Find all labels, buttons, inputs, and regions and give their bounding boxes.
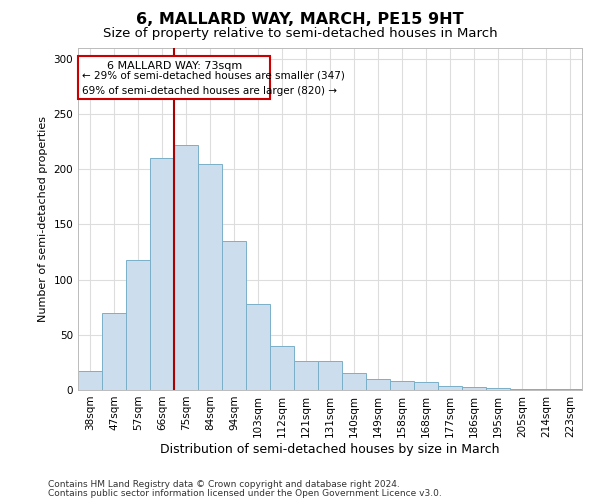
Bar [534, 389, 558, 390]
Bar [366, 379, 390, 390]
Y-axis label: Number of semi-detached properties: Number of semi-detached properties [38, 116, 48, 322]
Text: ← 29% of semi-detached houses are smaller (347): ← 29% of semi-detached houses are smalle… [82, 70, 345, 80]
Text: Contains HM Land Registry data © Crown copyright and database right 2024.: Contains HM Land Registry data © Crown c… [48, 480, 400, 489]
Bar [270, 346, 294, 390]
Bar [342, 374, 366, 390]
Bar [510, 389, 534, 390]
Bar [198, 164, 222, 390]
Bar [318, 362, 342, 390]
Text: Contains public sector information licensed under the Open Government Licence v3: Contains public sector information licen… [48, 489, 442, 498]
Bar [174, 144, 198, 390]
Bar [126, 260, 150, 390]
Bar [246, 304, 270, 390]
Bar [462, 386, 486, 390]
Text: 6 MALLARD WAY: 73sqm: 6 MALLARD WAY: 73sqm [107, 61, 242, 71]
Bar [78, 371, 102, 390]
Bar [294, 362, 318, 390]
Bar [150, 158, 174, 390]
Text: 69% of semi-detached houses are larger (820) →: 69% of semi-detached houses are larger (… [82, 86, 337, 96]
X-axis label: Distribution of semi-detached houses by size in March: Distribution of semi-detached houses by … [160, 442, 500, 456]
Bar [486, 388, 510, 390]
Bar [438, 386, 462, 390]
Bar [558, 389, 582, 390]
Bar [79, 56, 270, 100]
Bar [222, 241, 246, 390]
Bar [102, 312, 126, 390]
Bar [390, 381, 414, 390]
Bar [414, 382, 438, 390]
Text: 6, MALLARD WAY, MARCH, PE15 9HT: 6, MALLARD WAY, MARCH, PE15 9HT [136, 12, 464, 28]
Text: Size of property relative to semi-detached houses in March: Size of property relative to semi-detach… [103, 28, 497, 40]
